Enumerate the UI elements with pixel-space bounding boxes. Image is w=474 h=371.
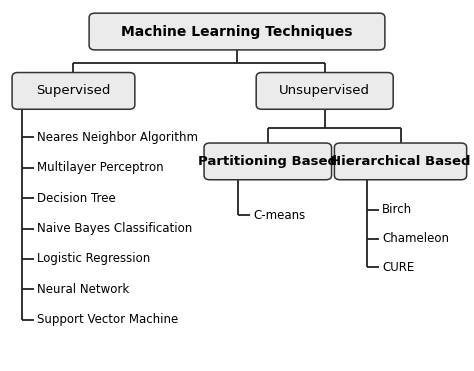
- FancyBboxPatch shape: [256, 73, 393, 109]
- Text: Logistic Regression: Logistic Regression: [37, 252, 150, 266]
- Text: Multilayer Perceptron: Multilayer Perceptron: [37, 161, 164, 174]
- FancyBboxPatch shape: [334, 143, 466, 180]
- Text: Partitioning Based: Partitioning Based: [198, 155, 337, 168]
- Text: Machine Learning Techniques: Machine Learning Techniques: [121, 24, 353, 39]
- Text: Naive Bayes Classification: Naive Bayes Classification: [37, 222, 192, 235]
- Text: Hierarchical Based: Hierarchical Based: [330, 155, 471, 168]
- Text: Neural Network: Neural Network: [37, 283, 129, 296]
- Text: Chameleon: Chameleon: [382, 232, 449, 245]
- FancyBboxPatch shape: [12, 73, 135, 109]
- Text: C-means: C-means: [253, 209, 305, 222]
- Text: Decision Tree: Decision Tree: [37, 191, 116, 205]
- Text: CURE: CURE: [382, 261, 414, 274]
- Text: Birch: Birch: [382, 203, 412, 216]
- FancyBboxPatch shape: [204, 143, 331, 180]
- Text: Support Vector Machine: Support Vector Machine: [37, 313, 178, 326]
- Text: Supervised: Supervised: [36, 84, 110, 98]
- Text: Neares Neighbor Algorithm: Neares Neighbor Algorithm: [37, 131, 198, 144]
- FancyBboxPatch shape: [89, 13, 385, 50]
- Text: Unsupervised: Unsupervised: [279, 84, 370, 98]
